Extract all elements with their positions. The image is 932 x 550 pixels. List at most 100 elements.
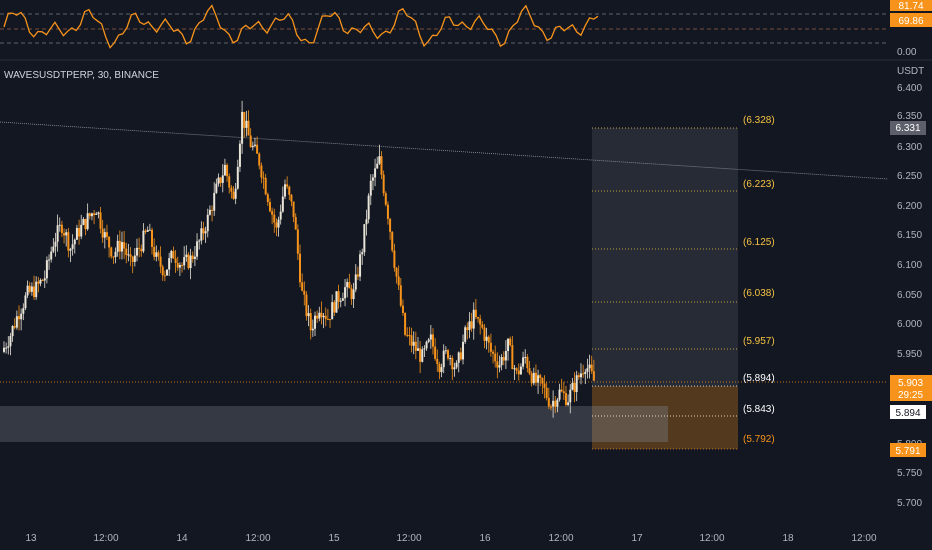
candle-body: [579, 373, 582, 378]
candle-body: [560, 389, 563, 392]
candle-body: [429, 334, 432, 340]
candle-body: [294, 216, 297, 230]
candle-body: [112, 256, 115, 258]
candle-body: [65, 232, 68, 236]
candle-body: [573, 382, 576, 393]
candle-body: [217, 177, 220, 184]
candle-body: [277, 219, 280, 228]
candle-body: [423, 348, 426, 350]
candle-body: [226, 164, 229, 177]
candle-body: [39, 279, 42, 284]
candle-body: [526, 356, 529, 369]
candle-body: [359, 254, 362, 277]
x-tick: 12:00: [851, 533, 876, 544]
x-tick: 16: [479, 533, 491, 544]
candle-body: [356, 274, 359, 277]
candle-body: [532, 372, 535, 384]
candle-body: [52, 246, 55, 252]
candle-body: [54, 241, 57, 247]
candle-body: [228, 176, 231, 188]
top-level-badge-bg: [890, 121, 926, 135]
candle-body: [230, 187, 233, 192]
candle-body: [148, 229, 151, 231]
candle-body: [472, 309, 475, 329]
x-tick: 12:00: [245, 533, 270, 544]
indicator-badge-2-bg: [890, 13, 932, 27]
candle-body: [204, 231, 207, 234]
candle-body: [215, 183, 218, 193]
candle-body: [524, 356, 527, 358]
candle-body: [316, 315, 319, 319]
candle-body: [404, 313, 407, 335]
candle-body: [9, 336, 12, 347]
trend-line[interactable]: [0, 121, 889, 180]
candle-body: [451, 358, 454, 370]
indicator-pane: 81.74 69.86 0.00: [0, 0, 932, 61]
candle-body: [135, 247, 138, 256]
candle-body: [206, 214, 209, 232]
candle-body: [324, 315, 327, 319]
candle-body: [99, 212, 102, 229]
candle-body: [11, 326, 14, 337]
indicator-badge-2: 69.86: [898, 16, 923, 27]
candle-body: [69, 248, 72, 251]
candle-body: [18, 316, 21, 320]
long-position-tool[interactable]: [592, 128, 738, 449]
candle-body: [155, 252, 158, 257]
candle-body: [249, 135, 252, 148]
candle-body: [378, 156, 381, 164]
candle-body: [170, 251, 173, 259]
candle-body: [534, 372, 537, 383]
candle-body: [571, 382, 574, 390]
candle-body: [63, 232, 66, 236]
stop-badge: 5.791: [895, 446, 920, 457]
candle-body: [371, 177, 374, 181]
x-tick: 15: [328, 533, 340, 544]
candle-body: [273, 214, 276, 223]
candle-body: [131, 256, 134, 262]
candle-body: [470, 321, 473, 329]
candle-body: [118, 240, 121, 252]
candle-body: [352, 289, 355, 300]
candle-body: [307, 313, 310, 317]
candle-body: [408, 335, 411, 337]
x-tick: 12:00: [548, 533, 573, 544]
candle-body: [552, 400, 555, 407]
candle-body: [391, 231, 394, 251]
candle-body: [286, 184, 289, 187]
candle-body: [584, 371, 587, 375]
candle-body: [292, 201, 295, 217]
candle-body: [75, 227, 78, 240]
candle-body: [556, 399, 559, 407]
candle-body: [389, 218, 392, 232]
x-tick: 12:00: [93, 533, 118, 544]
candle-body: [125, 248, 128, 256]
candle-body: [369, 180, 372, 196]
candle-body: [567, 402, 570, 405]
price-axis[interactable]: 6.400 6.350 6.300 6.250 6.200 6.150 6.10…: [890, 83, 932, 509]
candle-body: [564, 393, 567, 405]
candle-body: [26, 285, 29, 296]
fib-label-7: (5.843): [743, 404, 775, 415]
candle-body: [299, 253, 301, 283]
candle-body: [95, 213, 98, 215]
candle-body: [58, 224, 61, 226]
candle-body: [123, 242, 126, 249]
candle-body: [517, 370, 520, 375]
candle-body: [586, 368, 589, 372]
candle-body: [266, 194, 269, 203]
candle-body: [543, 383, 546, 388]
candle-body: [367, 195, 370, 220]
candle-body: [275, 222, 278, 228]
x-tick: 12:00: [699, 533, 724, 544]
candle-body: [382, 174, 385, 194]
y-tick: 5.700: [897, 498, 922, 509]
candle-body: [253, 144, 256, 146]
support-zone[interactable]: [0, 406, 592, 442]
candle-body: [481, 324, 484, 328]
candle-body: [492, 351, 495, 354]
time-axis[interactable]: 13 12:00 14 12:00 15 12:00 16 12:00 17 1…: [25, 533, 877, 544]
indicator-badge-1-bg: [890, 0, 932, 11]
x-tick: 17: [631, 533, 643, 544]
